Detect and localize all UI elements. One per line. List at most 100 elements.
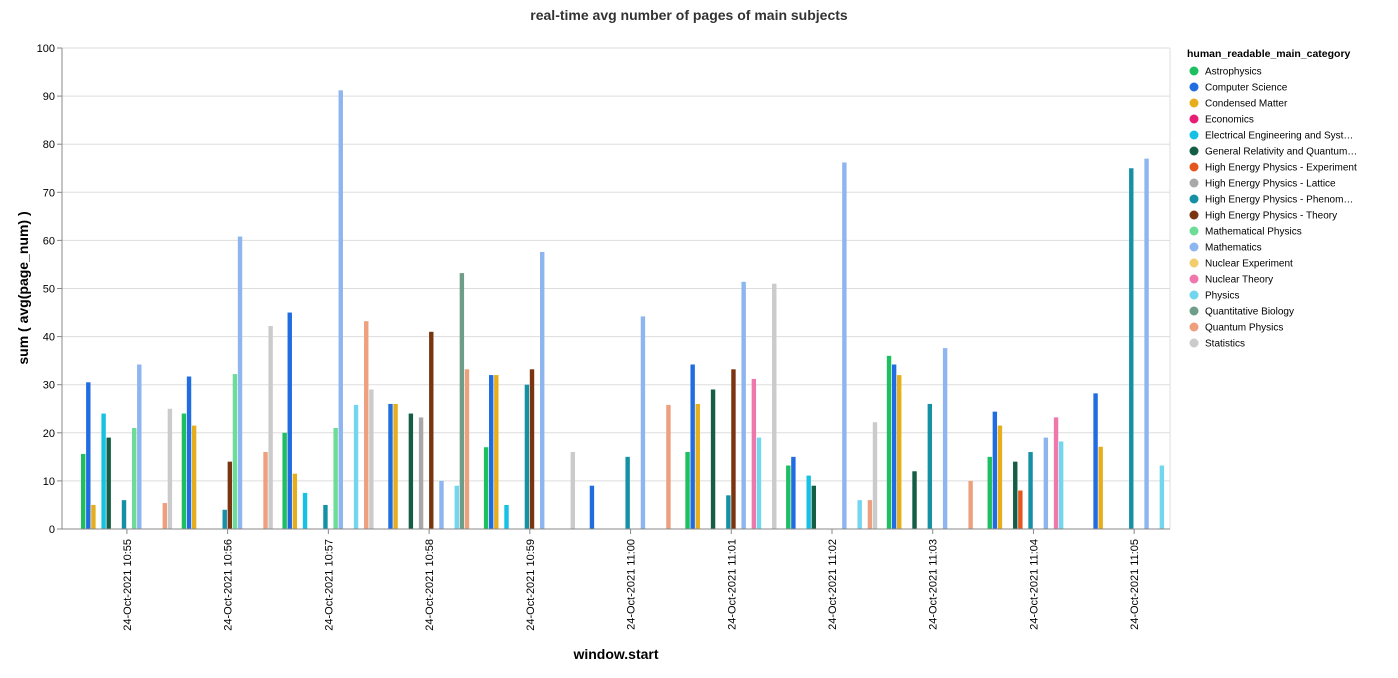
bar[interactable] — [666, 404, 671, 529]
legend-swatch[interactable] — [1189, 306, 1199, 316]
bar[interactable] — [186, 376, 192, 529]
bar[interactable] — [1129, 168, 1134, 529]
bar[interactable] — [181, 413, 187, 529]
bar[interactable] — [842, 162, 847, 530]
bar[interactable] — [1028, 452, 1033, 529]
bar[interactable] — [429, 331, 434, 529]
legend-label[interactable]: Computer Science — [1205, 83, 1288, 94]
bar[interactable] — [857, 500, 862, 529]
bar[interactable] — [756, 437, 762, 529]
legend-label[interactable]: Nuclear Experiment — [1205, 259, 1293, 270]
bar[interactable] — [806, 475, 811, 529]
bar[interactable] — [333, 427, 338, 529]
bar[interactable] — [101, 413, 106, 529]
bar[interactable] — [222, 509, 227, 529]
legend-label[interactable]: Statistics — [1205, 339, 1245, 350]
legend-label[interactable]: Quantum Physics — [1205, 323, 1283, 334]
legend-swatch[interactable] — [1189, 130, 1199, 140]
bar[interactable] — [751, 378, 757, 529]
bar[interactable] — [504, 504, 509, 529]
bar[interactable] — [393, 403, 398, 529]
legend-swatch[interactable] — [1189, 162, 1199, 172]
bar[interactable] — [191, 425, 197, 529]
legend-swatch[interactable] — [1189, 210, 1199, 220]
bar[interactable] — [91, 504, 96, 529]
bar[interactable] — [137, 364, 142, 530]
bar[interactable] — [942, 348, 948, 529]
legend-label[interactable]: High Energy Physics - Phenom… — [1205, 195, 1353, 206]
legend-label[interactable]: Mathematical Physics — [1205, 227, 1302, 238]
legend-swatch[interactable] — [1189, 258, 1199, 268]
bar[interactable] — [483, 447, 489, 529]
bar[interactable] — [524, 384, 530, 529]
bar[interactable] — [540, 251, 545, 529]
bar[interactable] — [353, 404, 359, 529]
legend-swatch[interactable] — [1189, 242, 1199, 252]
bar[interactable] — [162, 503, 167, 529]
bar[interactable] — [811, 485, 816, 529]
bar[interactable] — [710, 389, 716, 529]
bar[interactable] — [1053, 417, 1059, 529]
bar[interactable] — [464, 369, 470, 529]
bar[interactable] — [731, 369, 736, 529]
legend-label[interactable]: General Relativity and Quantum… — [1205, 147, 1357, 158]
legend-swatch[interactable] — [1189, 178, 1199, 188]
bar[interactable] — [997, 425, 1003, 529]
bar[interactable] — [494, 375, 499, 529]
bar[interactable] — [232, 374, 238, 529]
bar[interactable] — [772, 283, 777, 529]
bar[interactable] — [81, 453, 86, 529]
legend-swatch[interactable] — [1189, 226, 1199, 236]
bar[interactable] — [968, 480, 973, 529]
legend-swatch[interactable] — [1189, 114, 1199, 124]
legend-label[interactable]: Electrical Engineering and Syst… — [1205, 131, 1353, 142]
legend-label[interactable]: Condensed Matter — [1205, 99, 1288, 110]
legend-swatch[interactable] — [1189, 194, 1199, 204]
bar[interactable] — [741, 281, 746, 529]
bar[interactable] — [529, 369, 535, 529]
bar[interactable] — [418, 417, 424, 529]
bar[interactable] — [897, 375, 902, 529]
bar[interactable] — [237, 236, 243, 530]
bar[interactable] — [282, 432, 287, 529]
bar[interactable] — [987, 456, 992, 529]
bar[interactable] — [1058, 441, 1064, 529]
legend-swatch[interactable] — [1189, 290, 1199, 300]
legend-swatch[interactable] — [1189, 66, 1199, 76]
bar[interactable] — [106, 437, 111, 529]
bar[interactable] — [1013, 461, 1018, 529]
legend-label[interactable]: Astrophysics — [1205, 67, 1262, 78]
bar[interactable] — [992, 411, 998, 529]
legend-label[interactable]: Economics — [1205, 115, 1254, 126]
bar[interactable] — [369, 389, 374, 529]
legend-label[interactable]: Physics — [1205, 291, 1239, 302]
legend-label[interactable]: High Energy Physics - Theory — [1205, 211, 1337, 222]
bar[interactable] — [132, 427, 137, 529]
legend-label[interactable]: Nuclear Theory — [1205, 275, 1273, 286]
legend-swatch[interactable] — [1189, 146, 1199, 156]
legend-swatch[interactable] — [1189, 338, 1199, 348]
bar[interactable] — [685, 452, 690, 529]
bar[interactable] — [1018, 490, 1023, 529]
bar[interactable] — [1144, 158, 1149, 529]
legend-swatch[interactable] — [1189, 82, 1199, 92]
bar[interactable] — [1159, 465, 1165, 529]
bar[interactable] — [364, 321, 369, 529]
bar[interactable] — [454, 485, 459, 529]
legend-label[interactable]: Quantitative Biology — [1205, 307, 1294, 318]
bar[interactable] — [886, 355, 892, 529]
bar[interactable] — [268, 326, 273, 529]
bar[interactable] — [292, 473, 298, 529]
bar[interactable] — [872, 422, 878, 529]
bar[interactable] — [489, 375, 494, 529]
bar[interactable] — [927, 403, 933, 529]
legend-swatch[interactable] — [1189, 274, 1199, 284]
bar[interactable] — [323, 504, 328, 529]
legend-label[interactable]: High Energy Physics - Experiment — [1205, 163, 1357, 174]
bar[interactable] — [589, 485, 595, 529]
bar[interactable] — [867, 500, 873, 529]
bar[interactable] — [786, 465, 791, 529]
bar[interactable] — [1098, 446, 1103, 529]
bar[interactable] — [121, 500, 127, 529]
bar[interactable] — [86, 382, 91, 529]
